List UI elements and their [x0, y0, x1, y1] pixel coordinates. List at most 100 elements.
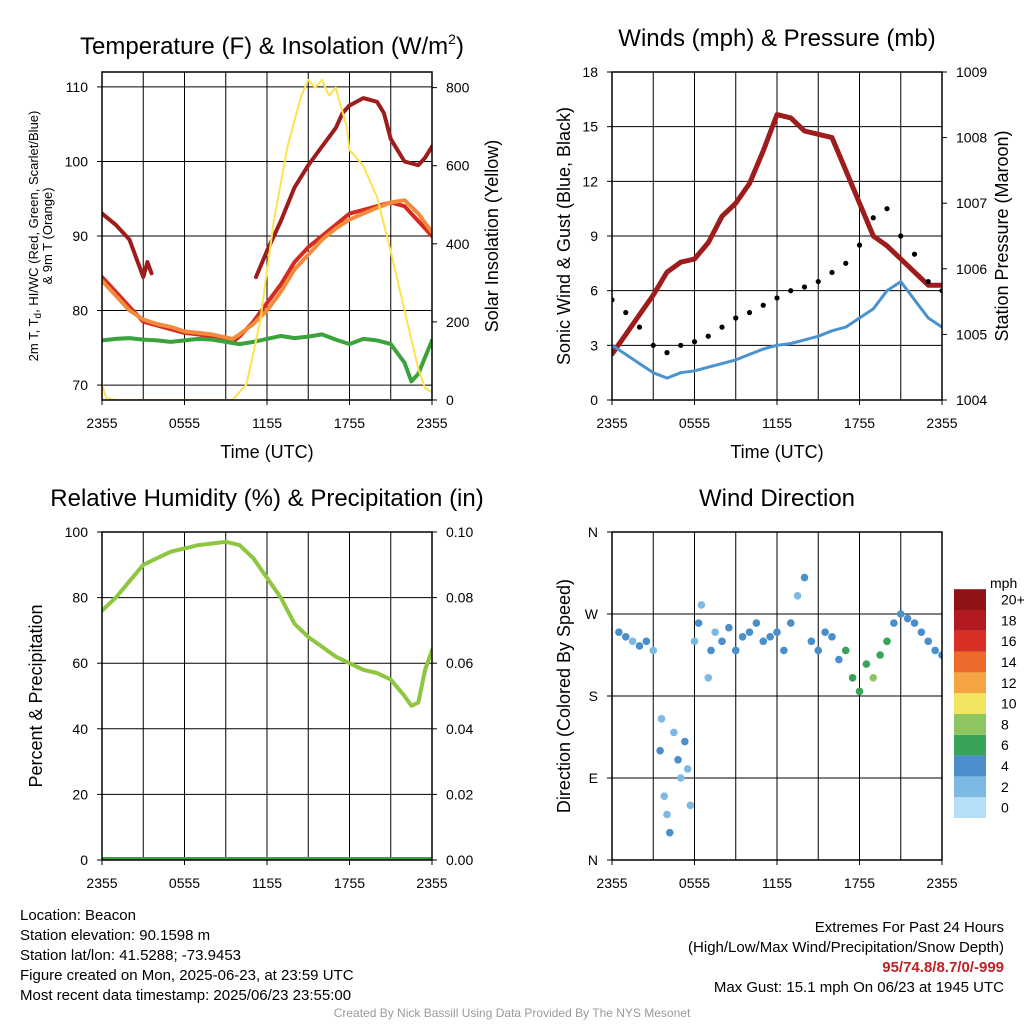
y-tick-label: 12: [582, 173, 598, 189]
y2-axis-label: Station Pressure (Maroon): [992, 130, 1012, 341]
y2-tick-label: 800: [446, 80, 470, 96]
direction-point: [883, 637, 891, 646]
x-tick-label: 0555: [169, 415, 200, 431]
panel-3: N E S W N 2355 0555 1155 1755 2355 Wind Direction D…: [554, 485, 1024, 891]
direction-point: [938, 651, 942, 659]
y2-tick-label: 0: [446, 392, 454, 408]
gust-point: [733, 315, 739, 321]
y-tick-label: 100: [65, 524, 89, 540]
gust-point: [719, 324, 725, 330]
colorbar-label: 16: [1001, 633, 1017, 649]
colorbar-label: 12: [1001, 675, 1017, 691]
x-tick-label: 1755: [844, 875, 875, 891]
gust-point: [705, 333, 711, 339]
station-info: Location: Beacon Station elevation: 90.1…: [20, 906, 354, 1006]
x-tick-label: 2355: [86, 415, 117, 431]
direction-point: [780, 646, 788, 655]
y-label-part: , HI/WC (Red, Green, Scarlet/Blue): [26, 111, 41, 313]
direction-point: [807, 637, 816, 646]
direction-point: [917, 628, 926, 637]
y-tick-label: 70: [72, 377, 88, 393]
plot-area: [612, 112, 942, 380]
y-tick-label: 0: [590, 392, 598, 408]
direction-point: [697, 601, 706, 609]
direction-point: [766, 632, 774, 641]
direction-point: [718, 637, 726, 646]
x-tick-label: 0555: [679, 875, 710, 891]
direction-point: [759, 637, 768, 646]
gust-point: [678, 342, 684, 348]
y2-tick-label: 1006: [956, 261, 987, 277]
y-tick-label: 0: [80, 852, 88, 868]
direction-point: [670, 728, 678, 737]
gust-point: [856, 242, 863, 248]
y-tick-label: 6: [590, 283, 598, 299]
y-tick-label: S: [589, 688, 598, 704]
direction-point: [621, 632, 630, 641]
colorbar-swatch: [954, 651, 986, 673]
y-axis-label: Direction (Colored By Speed): [554, 579, 574, 813]
y-tick-label: 100: [65, 153, 89, 169]
y2-tick-label: 1005: [956, 326, 987, 342]
direction-point: [694, 619, 703, 627]
y-tick-label: 20: [72, 786, 88, 802]
y2-tick-label: 1008: [956, 130, 987, 146]
direction-point: [821, 628, 829, 637]
colorbar-label: 20+: [1001, 592, 1024, 608]
y2-tick-label: 1004: [956, 392, 987, 408]
gust-point: [801, 284, 808, 290]
plot-area: [102, 78, 432, 400]
y-label-line-2: & 9m T (Orange): [40, 187, 55, 284]
direction-point: [876, 651, 884, 659]
y-tick-label: 40: [72, 721, 88, 737]
direction-point: [828, 632, 836, 641]
direction-point: [642, 637, 651, 646]
colorbar-label: 14: [1001, 654, 1017, 670]
direction-point: [725, 623, 733, 632]
direction-point: [681, 737, 689, 746]
colorbar-swatch: [954, 589, 986, 610]
plot-border: [101, 71, 433, 401]
direction-point: [660, 792, 669, 801]
x-tick-label: 1155: [252, 875, 282, 891]
direction-point: [676, 774, 685, 782]
y-tick-label: 60: [72, 655, 88, 671]
direction-point: [665, 828, 674, 837]
panel-title: Winds (mph) & Pressure (mb): [618, 25, 935, 52]
series-hi-wc: [102, 96, 432, 279]
direction-point: [686, 801, 695, 810]
gust-point: [911, 251, 918, 257]
timestamp-text: Most recent data timestamp: 2025/06/23 2…: [20, 987, 352, 1004]
y2-tick-label: 0.10: [446, 524, 473, 540]
gust-point: [829, 269, 835, 276]
direction-point: [896, 610, 905, 618]
direction-point: [683, 765, 692, 773]
panel-2: 0 20 40 60 80 100 0.00 0.02 0.04 0.06 0.08 0.10 2355…: [26, 485, 484, 891]
direction-point: [931, 646, 939, 655]
gust-point: [746, 309, 753, 316]
direction-point: [628, 637, 637, 646]
y-tick-label: 90: [72, 228, 88, 244]
x-tick-label: 0555: [679, 415, 710, 431]
y2-tick-label: 1009: [956, 64, 987, 80]
gust-point: [623, 309, 629, 316]
y2-tick-label: 0.04: [446, 721, 473, 737]
series-td: [102, 332, 432, 384]
y2-tick-label: 0.02: [446, 786, 473, 802]
gust-point: [788, 288, 794, 294]
x-tick-label: 1755: [844, 415, 875, 431]
y2-tick-label: 0.08: [446, 590, 473, 606]
panel-title: Wind Direction: [699, 485, 855, 512]
title-main: Temperature (F) & Insolation (W/m: [80, 33, 448, 60]
direction-point: [924, 637, 933, 646]
direction-point: [890, 619, 898, 627]
direction-point: [704, 673, 713, 682]
colorbar-label: 18: [1001, 612, 1017, 628]
x-tick-label: 1155: [762, 415, 792, 431]
y-axis-label: 2m T, Td, HI/WC (Red, Green, Scarlet/Blu…: [26, 111, 55, 362]
gust-point: [760, 302, 766, 308]
extremes-values: 95/74.8/8.7/0/-999: [882, 959, 1004, 976]
colorbar-swatch: [954, 776, 986, 798]
y-axis-label: Percent & Precipitation: [26, 604, 46, 787]
